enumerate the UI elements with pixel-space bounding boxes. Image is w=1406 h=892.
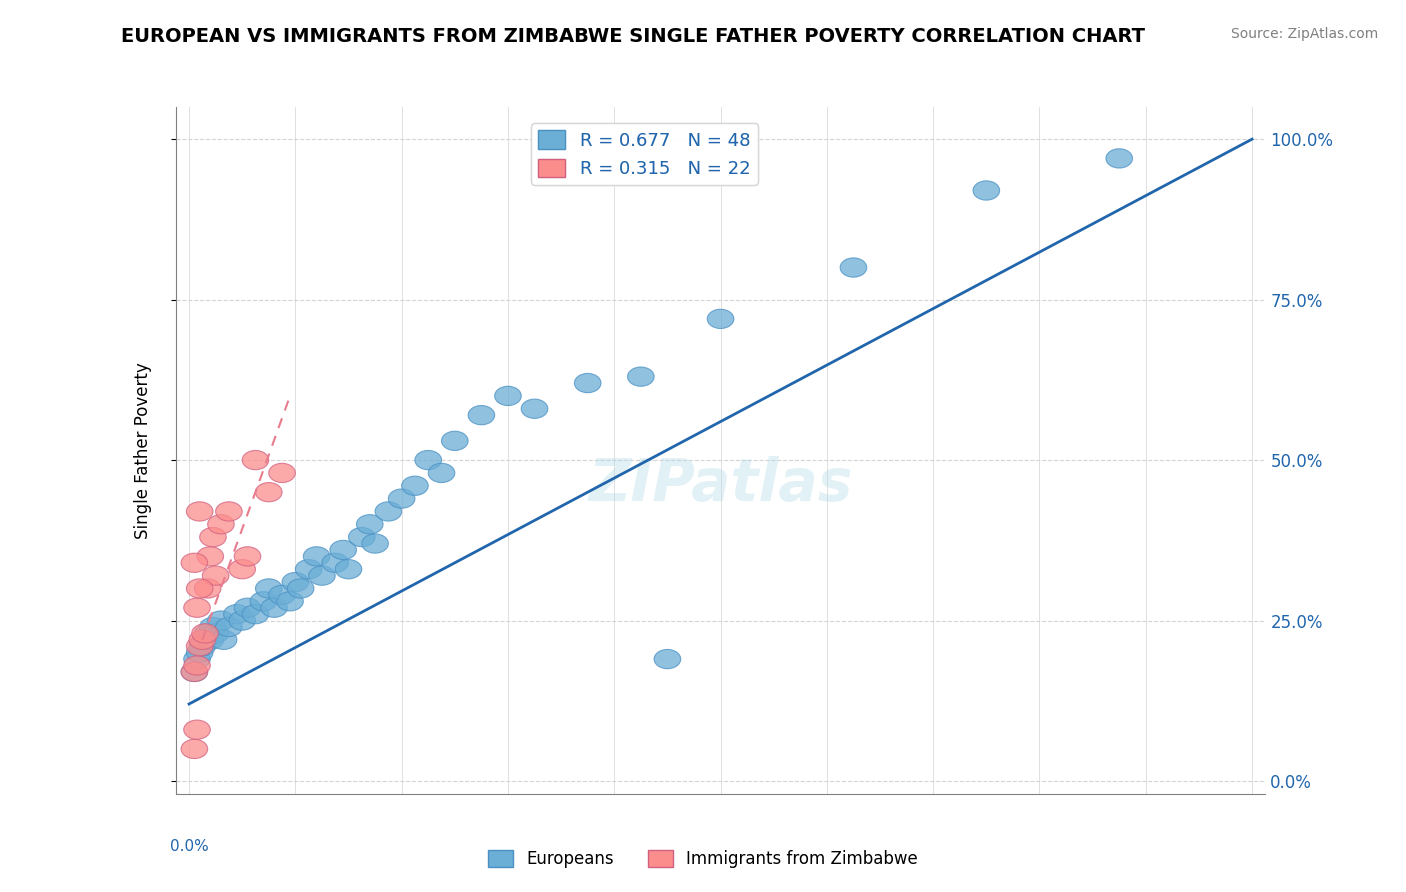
Ellipse shape [215, 502, 242, 521]
Ellipse shape [256, 483, 283, 502]
Ellipse shape [187, 643, 212, 662]
Ellipse shape [441, 431, 468, 450]
Ellipse shape [522, 399, 548, 418]
Ellipse shape [295, 559, 322, 579]
Ellipse shape [242, 450, 269, 470]
Ellipse shape [187, 579, 212, 599]
Ellipse shape [1107, 149, 1132, 168]
Text: Source: ZipAtlas.com: Source: ZipAtlas.com [1230, 27, 1378, 41]
Ellipse shape [181, 662, 208, 681]
Ellipse shape [187, 637, 212, 656]
Ellipse shape [208, 611, 235, 630]
Ellipse shape [349, 527, 375, 547]
Ellipse shape [256, 579, 283, 599]
Ellipse shape [184, 720, 211, 739]
Ellipse shape [194, 579, 221, 599]
Text: 0.0%: 0.0% [170, 838, 208, 854]
Legend: Europeans, Immigrants from Zimbabwe: Europeans, Immigrants from Zimbabwe [482, 843, 924, 875]
Ellipse shape [215, 617, 242, 637]
Text: ZIPatlas: ZIPatlas [588, 457, 853, 513]
Ellipse shape [415, 450, 441, 470]
Ellipse shape [468, 406, 495, 425]
Ellipse shape [188, 630, 215, 649]
Ellipse shape [402, 476, 429, 495]
Ellipse shape [184, 649, 211, 669]
Ellipse shape [707, 310, 734, 328]
Ellipse shape [269, 585, 295, 605]
Ellipse shape [235, 547, 260, 566]
Ellipse shape [187, 502, 212, 521]
Ellipse shape [181, 553, 208, 573]
Ellipse shape [304, 547, 330, 566]
Ellipse shape [202, 624, 229, 643]
Ellipse shape [429, 463, 454, 483]
Ellipse shape [575, 374, 600, 392]
Ellipse shape [269, 463, 295, 483]
Ellipse shape [335, 559, 361, 579]
Ellipse shape [211, 630, 236, 649]
Ellipse shape [287, 579, 314, 599]
Ellipse shape [322, 553, 349, 573]
Ellipse shape [208, 515, 235, 534]
Ellipse shape [194, 624, 221, 643]
Ellipse shape [330, 541, 357, 559]
Ellipse shape [188, 637, 215, 656]
Ellipse shape [309, 566, 335, 585]
Legend: R = 0.677   N = 48, R = 0.315   N = 22: R = 0.677 N = 48, R = 0.315 N = 22 [531, 123, 758, 186]
Ellipse shape [224, 605, 250, 624]
Ellipse shape [184, 599, 211, 617]
Ellipse shape [184, 656, 211, 675]
Ellipse shape [654, 649, 681, 669]
Y-axis label: Single Father Poverty: Single Father Poverty [134, 362, 152, 539]
Ellipse shape [283, 573, 309, 591]
Ellipse shape [229, 611, 256, 630]
Ellipse shape [357, 515, 382, 534]
Ellipse shape [197, 630, 224, 649]
Ellipse shape [191, 624, 218, 643]
Ellipse shape [181, 662, 208, 681]
Ellipse shape [200, 527, 226, 547]
Ellipse shape [627, 367, 654, 386]
Ellipse shape [181, 739, 208, 758]
Ellipse shape [202, 566, 229, 585]
Ellipse shape [277, 591, 304, 611]
Ellipse shape [242, 605, 269, 624]
Ellipse shape [388, 489, 415, 508]
Ellipse shape [191, 630, 218, 649]
Ellipse shape [250, 591, 277, 611]
Ellipse shape [361, 534, 388, 553]
Ellipse shape [973, 181, 1000, 200]
Ellipse shape [200, 617, 226, 637]
Ellipse shape [841, 258, 866, 277]
Ellipse shape [229, 559, 256, 579]
Ellipse shape [260, 599, 287, 617]
Ellipse shape [375, 502, 402, 521]
Text: EUROPEAN VS IMMIGRANTS FROM ZIMBABWE SINGLE FATHER POVERTY CORRELATION CHART: EUROPEAN VS IMMIGRANTS FROM ZIMBABWE SIN… [121, 27, 1144, 45]
Ellipse shape [235, 599, 260, 617]
Ellipse shape [495, 386, 522, 406]
Ellipse shape [197, 547, 224, 566]
